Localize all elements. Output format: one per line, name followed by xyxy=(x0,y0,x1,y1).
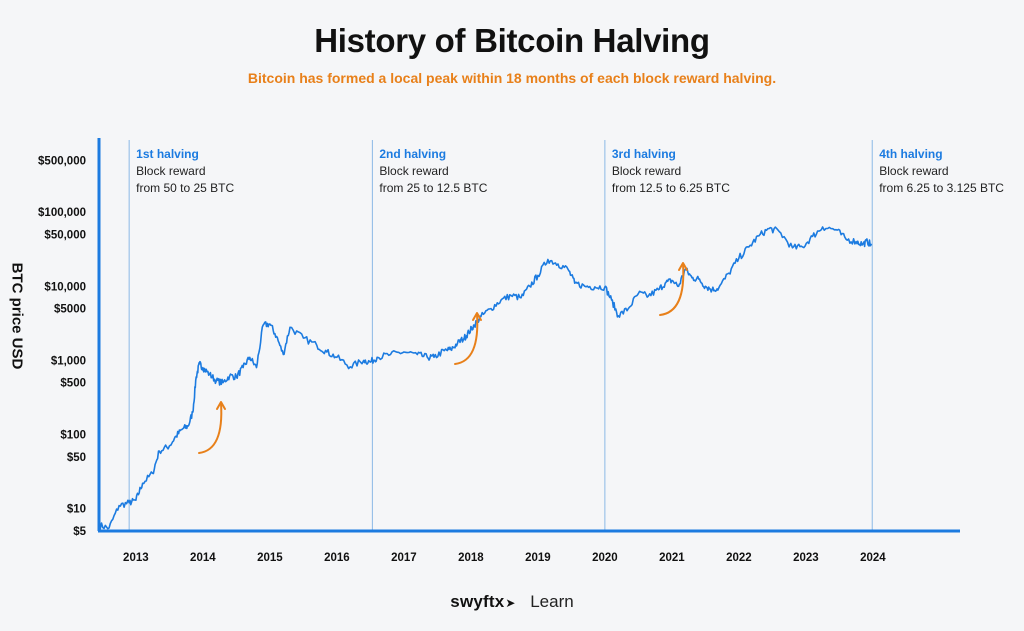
y-tick-label-1: $100,000 xyxy=(38,207,86,219)
halving-label-3: 3rd halving xyxy=(612,147,676,161)
y-tick-label-6: $500 xyxy=(60,378,86,390)
halving-text-3-b: from 12.5 to 6.25 BTC xyxy=(612,181,730,195)
y-tick-label-10: $5 xyxy=(73,526,86,538)
swyftx-logo: swyftx xyxy=(450,592,505,611)
x-tick-label-1: 2014 xyxy=(190,552,216,564)
rally-arrow-head-2 xyxy=(472,312,482,321)
halving-text-2-b: from 25 to 12.5 BTC xyxy=(379,181,487,195)
rally-arrow-head-3 xyxy=(678,262,688,271)
x-tick-label-3: 2016 xyxy=(324,552,350,564)
rally-arrow-1 xyxy=(198,402,223,454)
y-tick-label-0: $500,000 xyxy=(38,155,86,167)
rally-arrow-head-1 xyxy=(216,401,226,410)
halving-text-4-a: Block reward xyxy=(879,164,948,178)
x-tick-label-7: 2020 xyxy=(592,552,618,564)
x-tick-label-0: 2013 xyxy=(123,552,149,564)
y-tick-label-2: $50,000 xyxy=(44,229,86,241)
x-tick-label-10: 2023 xyxy=(793,552,819,564)
halving-label-1: 1st halving xyxy=(136,147,199,161)
x-tick-label-6: 2019 xyxy=(525,552,551,564)
y-axis-title: BTC price USD xyxy=(8,262,26,370)
x-tick-label-2: 2015 xyxy=(257,552,283,564)
price-series-line xyxy=(98,226,873,530)
learn-label: Learn xyxy=(530,592,574,611)
halving-text-1-a: Block reward xyxy=(136,164,205,178)
x-tick-label-5: 2018 xyxy=(458,552,484,564)
y-tick-label-8: $50 xyxy=(67,452,86,464)
x-tick-label-9: 2022 xyxy=(726,552,752,564)
chart-title: History of Bitcoin Halving xyxy=(314,22,710,59)
halving-text-4-b: from 6.25 to 3.125 BTC xyxy=(879,181,1004,195)
x-tick-label-8: 2021 xyxy=(659,552,685,564)
y-tick-label-3: $10,000 xyxy=(44,281,86,293)
swift-bird-icon: ➤ xyxy=(505,596,516,610)
rally-arrow-2 xyxy=(454,313,479,365)
y-tick-label-4: $5000 xyxy=(54,304,86,316)
y-tick-label-5: $1,000 xyxy=(51,355,86,367)
y-tick-label-9: $10 xyxy=(67,504,86,516)
chart-subtitle: Bitcoin has formed a local peak within 1… xyxy=(247,70,777,86)
x-tick-label-4: 2017 xyxy=(391,552,417,564)
halving-text-1-b: from 50 to 25 BTC xyxy=(136,181,234,195)
x-tick-label-11: 2024 xyxy=(860,552,886,564)
brand-footer: swyftx➤ Learn xyxy=(0,592,1024,612)
halving-text-2-a: Block reward xyxy=(379,164,448,178)
halving-label-4: 4th halving xyxy=(879,147,942,161)
halving-label-2: 2nd halving xyxy=(379,147,446,161)
halving-text-3-a: Block reward xyxy=(612,164,681,178)
y-tick-label-7: $100 xyxy=(60,430,86,442)
rally-arrow-3 xyxy=(659,263,685,316)
